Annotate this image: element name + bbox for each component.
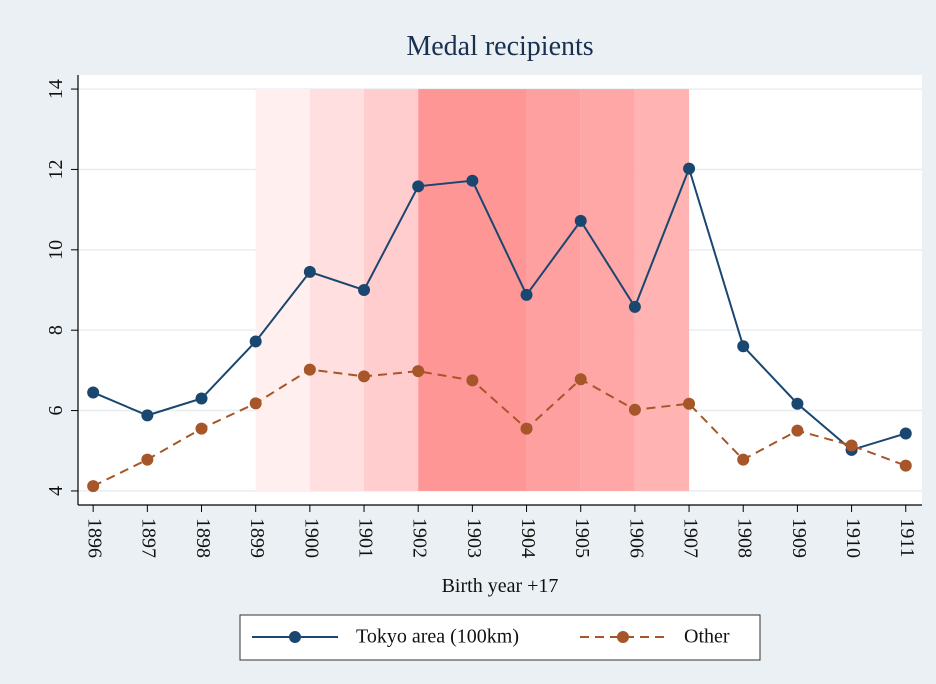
data-point bbox=[574, 214, 587, 227]
data-point bbox=[845, 439, 858, 452]
shaded-region bbox=[526, 89, 581, 491]
x-tick-label: 1901 bbox=[354, 518, 376, 558]
data-point bbox=[737, 340, 750, 353]
data-point bbox=[683, 397, 696, 410]
data-point bbox=[303, 363, 316, 376]
data-point bbox=[574, 373, 587, 386]
legend-marker bbox=[289, 631, 301, 643]
shaded-region bbox=[418, 89, 527, 491]
x-tick-label: 1903 bbox=[463, 518, 485, 558]
shaded-region bbox=[255, 89, 310, 491]
data-point bbox=[628, 300, 641, 313]
data-point bbox=[358, 284, 371, 296]
x-tick-label: 1897 bbox=[138, 518, 160, 558]
data-point bbox=[358, 370, 371, 383]
x-tick-label: 1905 bbox=[571, 518, 593, 558]
x-tick-label: 1899 bbox=[246, 518, 268, 558]
legend-label: Other bbox=[684, 626, 730, 648]
data-point bbox=[87, 386, 100, 399]
x-axis-title: Birth year +17 bbox=[442, 575, 559, 597]
data-point bbox=[249, 397, 262, 410]
data-point bbox=[520, 288, 533, 301]
x-tick-label: 1900 bbox=[300, 518, 322, 558]
legend-marker bbox=[617, 631, 629, 643]
y-tick-label: 8 bbox=[45, 325, 67, 335]
data-point bbox=[628, 403, 641, 416]
data-point bbox=[141, 453, 154, 466]
x-tick-label: 1911 bbox=[896, 518, 918, 557]
y-tick-label: 4 bbox=[45, 486, 67, 496]
x-tick-label: 1902 bbox=[409, 518, 431, 558]
data-point bbox=[87, 480, 100, 493]
shaded-region bbox=[634, 89, 690, 491]
shaded-region bbox=[580, 89, 635, 491]
x-tick-label: 1896 bbox=[84, 518, 106, 558]
data-point bbox=[791, 397, 804, 410]
x-tick-label: 1908 bbox=[734, 518, 756, 558]
data-point bbox=[466, 374, 479, 387]
data-point bbox=[737, 453, 750, 466]
chart-title: Medal recipients bbox=[406, 31, 593, 62]
data-point bbox=[899, 459, 912, 472]
y-tick-label: 6 bbox=[45, 406, 67, 416]
data-point bbox=[520, 422, 533, 435]
x-tick-label: 1904 bbox=[517, 518, 539, 558]
x-tick-label: 1907 bbox=[679, 518, 701, 558]
data-point bbox=[683, 162, 696, 175]
data-point bbox=[195, 422, 208, 435]
legend-label: Tokyo area (100km) bbox=[356, 626, 519, 648]
y-tick-label: 14 bbox=[45, 79, 67, 99]
x-tick-label: 1909 bbox=[788, 518, 810, 558]
data-point bbox=[141, 409, 154, 422]
series-line bbox=[92, 368, 907, 488]
data-point bbox=[791, 424, 804, 437]
data-point bbox=[195, 392, 208, 405]
x-tick-label: 1910 bbox=[842, 518, 864, 558]
data-point bbox=[412, 180, 425, 193]
data-point bbox=[412, 365, 425, 378]
data-point bbox=[249, 335, 262, 348]
series-line bbox=[92, 165, 907, 452]
data-point bbox=[303, 265, 316, 278]
data-point bbox=[466, 174, 479, 187]
x-tick-label: 1906 bbox=[625, 518, 647, 558]
shaded-region bbox=[364, 89, 419, 491]
data-point bbox=[899, 427, 912, 440]
y-tick-label: 12 bbox=[45, 159, 67, 179]
x-tick-label: 1898 bbox=[192, 518, 214, 558]
shaded-region bbox=[309, 89, 365, 491]
y-tick-label: 10 bbox=[45, 240, 67, 260]
